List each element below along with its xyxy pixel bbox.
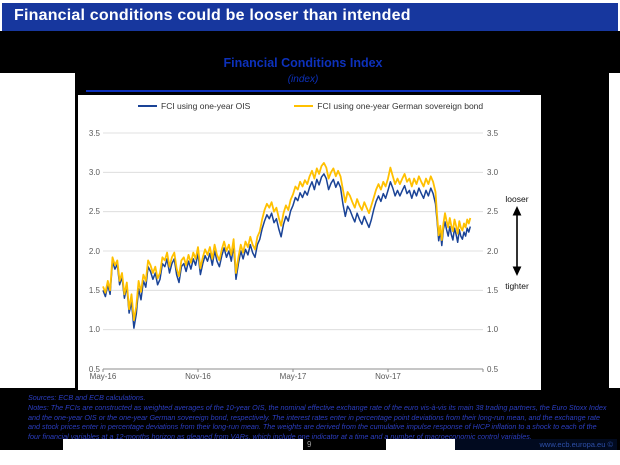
legend-swatch <box>138 104 157 108</box>
y-tick-label: 3.5 <box>487 128 499 138</box>
y-tick-label: 0.5 <box>487 364 499 374</box>
y-tick-label: 2.0 <box>487 246 499 256</box>
y-tick-label: 2.5 <box>487 207 499 217</box>
y-tick-label: 2.0 <box>88 246 100 256</box>
y-axis-labels-right: 3.5 3.0 2.5 2.0 1.5 1.0 0.5 <box>487 95 511 390</box>
footer-url: www.ecb.europa.eu © <box>455 439 617 450</box>
left-margin <box>0 73 75 388</box>
legend-label: FCI using one-year German sovereign bond <box>317 101 484 111</box>
x-axis-labels: May-16 Nov-16 May-17 Nov-17 <box>78 372 541 384</box>
footer-white-box-right <box>386 439 455 450</box>
legend-swatch <box>294 104 314 108</box>
y-tick-label: 2.5 <box>88 207 100 217</box>
y-tick-label: 3.0 <box>88 167 100 177</box>
x-tick-label: May-16 <box>89 372 117 381</box>
legend-item: FCI using one-year German sovereign bond <box>294 101 483 111</box>
y-tick-label: 1.5 <box>88 285 100 295</box>
right-margin <box>609 73 620 388</box>
header-bar <box>2 3 618 31</box>
legend-label: FCI using one-year OIS <box>161 101 251 111</box>
annotation-looser: looser <box>505 194 529 204</box>
notes-block: Sources: ECB and ECB calculations. Notes… <box>28 393 608 442</box>
chart-legend: FCI using one-year OIS FCI using one-year… <box>138 101 538 111</box>
legend-item: FCI using one-year OIS <box>138 101 250 111</box>
notes-text: Notes: The FCIs are constructed as weigh… <box>28 402 607 442</box>
y-tick-label: 1.0 <box>88 325 100 335</box>
page-title: Financial conditions could be looser tha… <box>14 7 411 24</box>
y-tick-label: 0.5 <box>88 364 100 374</box>
x-tick-label: Nov-16 <box>185 372 211 381</box>
annotation-tighter: tighter <box>505 281 529 291</box>
sources-line: Sources: ECB and ECB calculations. <box>28 393 146 402</box>
line-chart <box>102 132 484 372</box>
y-tick-label: 1.0 <box>487 325 499 335</box>
double-arrow-icon <box>512 206 522 276</box>
y-tick-label: 3.0 <box>487 167 499 177</box>
chart-title: Financial Conditions Index <box>223 56 383 70</box>
chart-panel: FCI using one-year OIS FCI using one-year… <box>78 95 541 390</box>
x-tick-label: Nov-17 <box>375 372 401 381</box>
series-line-1 <box>102 162 472 322</box>
page-number: 9 <box>303 439 386 450</box>
footer-white-box-left <box>63 439 303 450</box>
y-tick-label: 1.5 <box>487 285 499 295</box>
chart-subtitle: (index) <box>287 74 319 85</box>
series-line-0 <box>102 173 472 329</box>
x-tick-label: May-17 <box>279 372 307 381</box>
y-axis-labels-left: 3.5 3.0 2.5 2.0 1.5 1.0 0.5 <box>78 95 100 390</box>
title-underline <box>86 90 520 92</box>
y-tick-label: 3.5 <box>88 128 100 138</box>
